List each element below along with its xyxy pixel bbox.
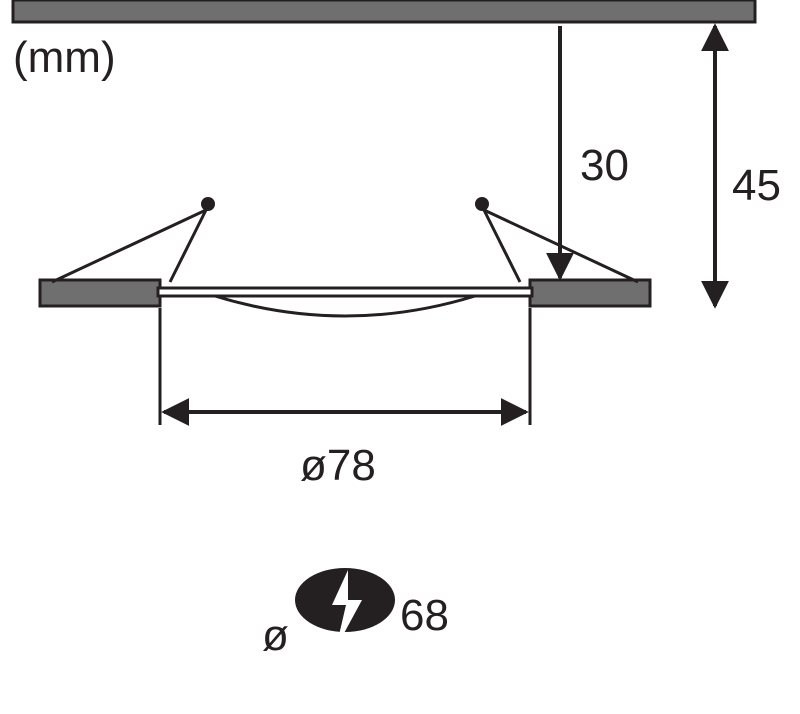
dimension-45: 45 [715, 26, 781, 306]
cutout-diameter-symbol: ø [262, 611, 289, 660]
cutout-diameter-value: 68 [400, 591, 449, 640]
ceiling-slab [13, 0, 755, 22]
spring-clip-right [475, 197, 638, 282]
spring-clip-left [52, 197, 215, 282]
dimension-diagram: (mm) 30 45 ø78 [0, 0, 800, 714]
cutout-icon: ø 68 [262, 568, 449, 660]
dimension-width: ø78 [164, 412, 526, 490]
dimension-30-value: 30 [580, 141, 629, 190]
dimension-30: 30 [560, 26, 629, 278]
dimension-width-value: ø78 [300, 441, 376, 490]
unit-label: (mm) [13, 33, 116, 82]
dimension-45-value: 45 [732, 161, 781, 210]
